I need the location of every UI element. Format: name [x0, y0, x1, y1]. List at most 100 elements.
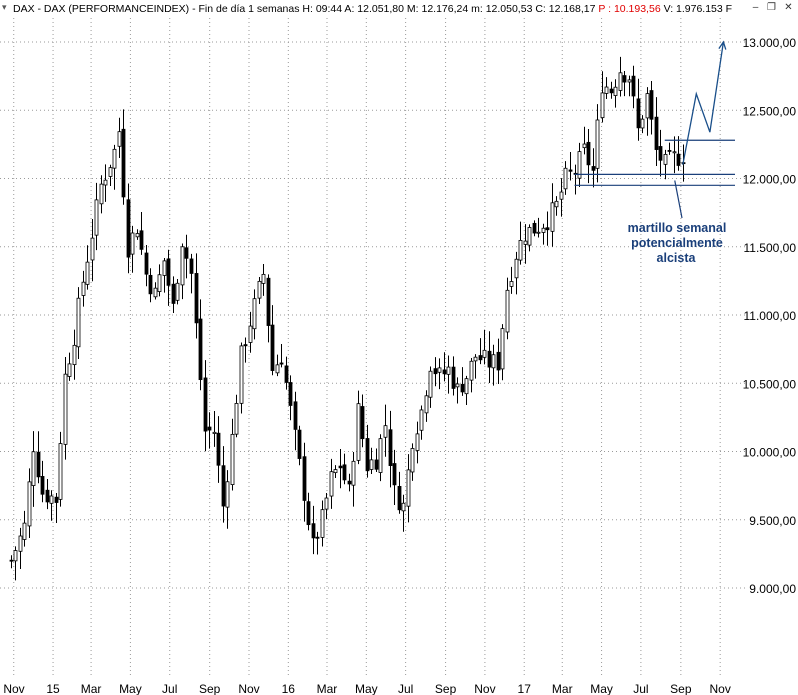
x-axis: Nov 15 Mar May Jul Sep Nov 16 Mar May Jul Sep Nov 17 M… [3, 682, 731, 695]
candle-body [365, 438, 370, 472]
candle-body [356, 403, 361, 461]
candle-body [306, 501, 311, 526]
candle-body [18, 535, 23, 552]
candle-body [469, 360, 474, 381]
candle-body [577, 151, 582, 179]
candle-body [600, 92, 605, 119]
candle-body [261, 273, 266, 284]
y-tick-label: 10.500,00 [743, 377, 797, 391]
candle-body [333, 469, 338, 474]
chart-window-titlebar: ▾ DAX - DAX (PERFORMANCEINDEX) - Fin de … [0, 0, 798, 17]
y-tick-label: 11.000,00 [744, 309, 797, 323]
candle-body [649, 90, 654, 120]
candle-body [482, 349, 487, 358]
candle-body [239, 345, 244, 404]
candle-body [22, 522, 27, 540]
x-tick-label: 16 [282, 682, 296, 695]
candle-body [509, 281, 514, 287]
x-tick-label: Sep [670, 682, 692, 695]
candle-body [338, 465, 343, 469]
candle-body [618, 72, 623, 91]
candle-body [175, 282, 180, 301]
candle-body [72, 344, 77, 366]
candle-body [284, 365, 289, 383]
annotation-text: martillo semanal potencialmente alcista [628, 221, 727, 265]
candle-body [297, 429, 302, 459]
candle-body [559, 191, 564, 200]
candle-body [609, 88, 614, 94]
candle-body [85, 261, 90, 285]
candle-body [203, 377, 208, 432]
y-tick-label: 11.500,00 [744, 241, 797, 255]
candle-body [257, 280, 262, 299]
candle-body [103, 179, 108, 186]
candle-body [369, 459, 374, 470]
x-tick-label: 17 [518, 682, 532, 695]
candle-body [234, 403, 239, 435]
title-main: DAX - DAX (PERFORMANCEINDEX) - Fin de dí… [13, 3, 596, 15]
y-tick-label: 12.000,00 [743, 173, 797, 187]
candle-body [144, 252, 149, 275]
candle-body [94, 199, 99, 236]
candle-body [99, 183, 104, 205]
candle-body [532, 222, 537, 234]
candle-body [582, 143, 587, 149]
candle-body [636, 98, 641, 129]
candle-body [293, 401, 298, 430]
candle-body [487, 350, 492, 368]
candle-body [162, 260, 167, 276]
candle-body [342, 464, 347, 481]
minimize-icon[interactable]: – [752, 2, 759, 13]
candle-body [311, 523, 316, 539]
candle-body [216, 432, 221, 466]
candle-body [266, 277, 271, 326]
candle-body [252, 298, 257, 330]
projection-path [682, 41, 725, 165]
candle-body [586, 141, 591, 166]
projection-arrowhead [718, 40, 727, 50]
candle-body [568, 169, 573, 172]
candle-body [117, 131, 122, 147]
candle-body [324, 497, 329, 510]
close-icon[interactable]: ✕ [784, 2, 793, 13]
dropdown-arrow-icon[interactable]: ▾ [2, 2, 7, 12]
annotation-layer: martillo semanal potencialmente alcista [574, 40, 735, 265]
grid [0, 18, 745, 678]
candle-body [667, 150, 672, 152]
x-tick-label: Nov [238, 682, 259, 695]
candle-body [126, 199, 131, 258]
candle-body [288, 382, 293, 406]
x-tick-label: Jul [162, 682, 177, 695]
x-tick-label: Mar [552, 682, 573, 695]
candle-body [139, 230, 144, 250]
candle-body [27, 481, 32, 527]
candle-body [184, 247, 189, 259]
candle-body [225, 481, 230, 508]
candle-body [401, 502, 406, 512]
x-tick-label: Nov [3, 682, 24, 695]
candle-body [212, 431, 217, 434]
candle-body [645, 93, 650, 119]
candle-body [627, 79, 632, 83]
candle-body [90, 237, 95, 261]
candle-body [514, 258, 519, 279]
candle-body [275, 364, 280, 374]
candle-body [157, 274, 162, 292]
restore-icon[interactable]: ❐ [767, 2, 776, 13]
candle-body [171, 283, 176, 304]
candle-body [230, 433, 235, 485]
candle-body [550, 202, 555, 232]
candle-body [347, 480, 352, 485]
y-tick-label: 12.500,00 [743, 104, 797, 118]
chart-title: DAX - DAX (PERFORMANCEINDEX) - Fin de dí… [13, 3, 732, 15]
candle-body [442, 369, 447, 375]
candle-body [374, 459, 379, 470]
candle-body [148, 274, 153, 295]
candle-body [464, 378, 469, 395]
candle-body [595, 119, 600, 169]
candle-body [166, 258, 171, 286]
x-tick-label: Mar [317, 682, 338, 695]
annotation-line: alcista [657, 251, 697, 265]
x-tick-label: May [590, 682, 613, 695]
